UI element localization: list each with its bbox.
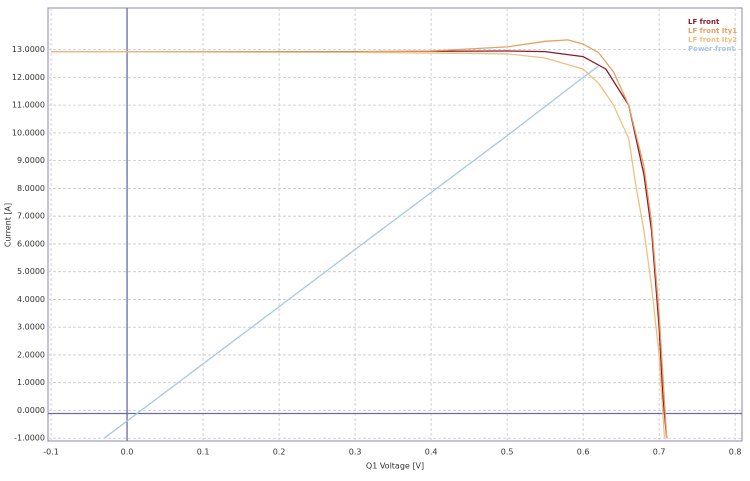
- series-line: [51, 51, 666, 439]
- y-tick-label: 4.0000: [17, 295, 45, 304]
- y-tick-label: 13.0000: [12, 45, 45, 54]
- y-tick-label: 7.0000: [17, 212, 45, 221]
- plot-area: [47, 7, 743, 442]
- x-tick-label: 0.2: [273, 448, 286, 457]
- x-tick-label: 0.6: [577, 448, 590, 457]
- y-tick-label: 1.0000: [17, 378, 45, 387]
- y-tick-label: 5.0000: [17, 267, 45, 276]
- y-tick-label: 11.0000: [12, 101, 45, 110]
- y-tick-label: 6.0000: [17, 239, 45, 248]
- x-tick-label: 0.0: [121, 448, 134, 457]
- y-tick-label: 3.0000: [17, 323, 45, 332]
- y-tick-label: 8.0000: [17, 184, 45, 193]
- legend-label: LF front: [688, 18, 720, 26]
- x-tick-label: 0.3: [349, 448, 362, 457]
- series-line: [51, 39, 668, 439]
- x-tick-label: -0.1: [43, 448, 59, 457]
- legend-label: Power front: [688, 45, 735, 53]
- y-axis-title: Current [A]: [4, 203, 13, 247]
- x-tick-label: 0.1: [197, 448, 210, 457]
- y-tick-label: 9.0000: [17, 156, 45, 165]
- x-tick-label: 0.5: [501, 448, 514, 457]
- series-line: [103, 65, 599, 439]
- y-tick-label: 0.0000: [17, 406, 45, 415]
- y-tick-label: -1.0000: [14, 434, 45, 443]
- x-tick-label: 0.4: [425, 448, 438, 457]
- y-tick-label: 10.0000: [12, 128, 45, 137]
- y-tick-label: 2.0000: [17, 350, 45, 359]
- x-axis-title: Q1 Voltage [V]: [366, 462, 424, 471]
- legend-label: LF front Ity1: [688, 27, 737, 35]
- legend-label: LF front Ity2: [688, 36, 737, 44]
- y-tick-label: 12.0000: [12, 73, 45, 82]
- x-tick-label: 0.7: [653, 448, 666, 457]
- x-tick-label: 0.8: [729, 448, 742, 457]
